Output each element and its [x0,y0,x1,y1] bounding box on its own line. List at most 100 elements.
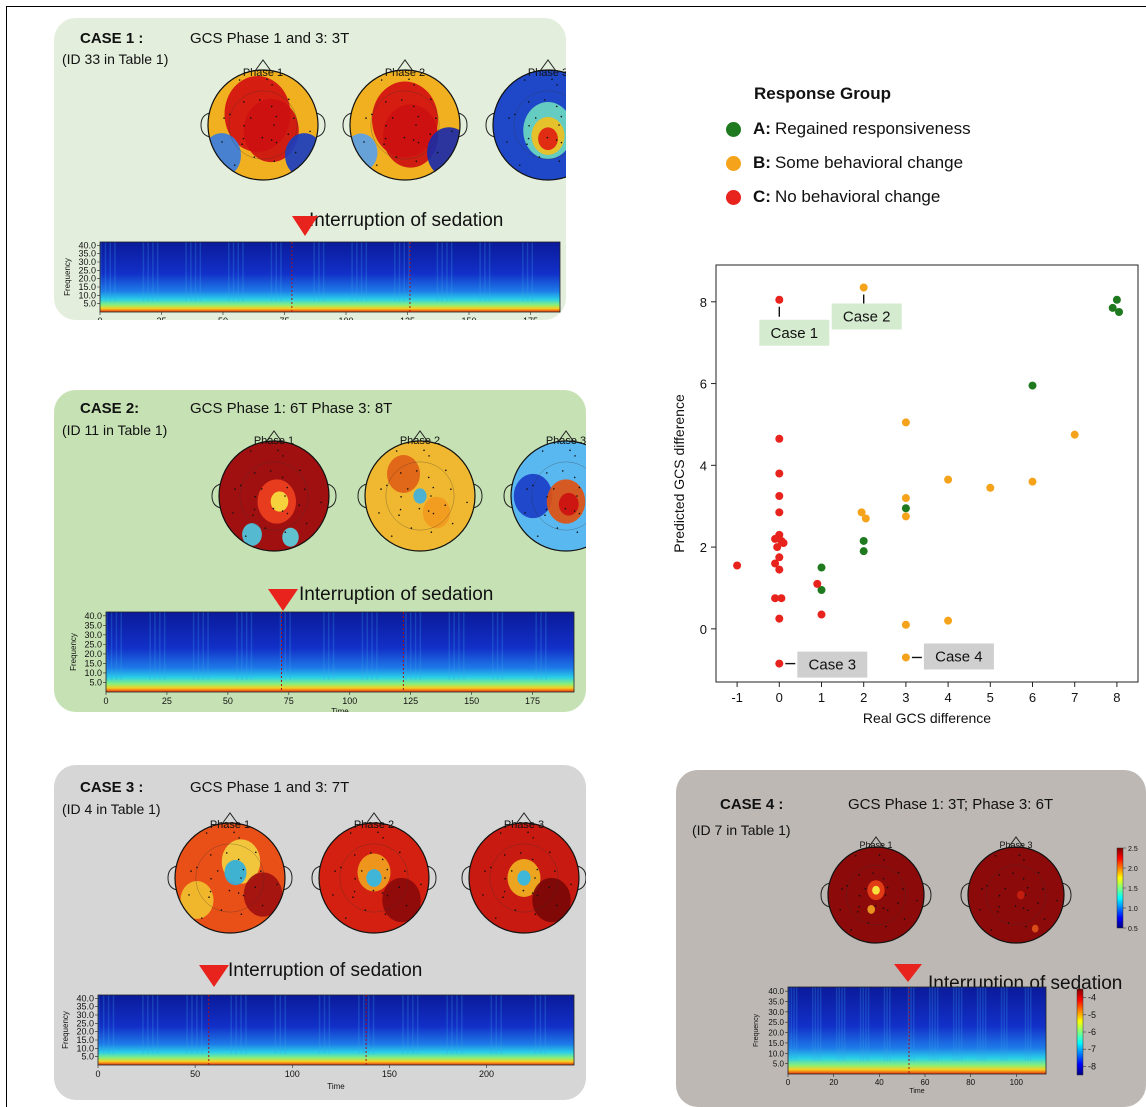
data-point-b [1070,430,1079,439]
spectrogram-streak [883,987,886,1061]
spectrogram-streak [159,612,161,680]
spectrogram-streak [98,995,100,1055]
colorbar-tick-label: -6 [1088,1027,1096,1037]
spectrogram-streak [539,995,542,1055]
sensor-dot [573,476,576,479]
sensor-dot [398,514,400,517]
interruption-marker-icon [894,964,922,982]
data-point-a [817,586,826,595]
x-tick-label: 40 [875,1078,884,1087]
topomap-contour [385,461,455,531]
sensor-dot [883,859,885,861]
sensor-dot [514,113,516,116]
spectrogram-streak [819,987,822,1061]
sensor-dot [526,143,528,146]
sensor-dot [223,117,225,119]
sensor-dot [543,99,546,101]
sensor-dot [549,851,551,854]
topomap-3 [485,59,566,181]
sensor-dot [188,894,190,896]
sensor-dot [371,113,373,116]
sensor-dot [275,115,278,118]
legend-item-a: A: Regained responsiveness [726,119,971,139]
spectrogram-streak [409,612,412,680]
sensor-dot [237,892,240,894]
spectrogram-streak [405,612,407,680]
sensor-dot [258,99,261,101]
sensor-dot [532,837,534,839]
x-tick-label: 100 [338,316,353,320]
spectrogram-streak [358,995,360,1055]
sensor-dot [273,124,275,126]
data-point-b [901,653,910,662]
topomap-field [968,847,1064,943]
spectrogram: 40.035.030.025.020.015.010.05.00 50 100 150… [61,965,575,1091]
annotation-label: Case 4 [935,648,983,665]
topomap-row: Phase 1 Phase 3 2.5 2.0 1.5 1.0 0.5 [820,836,1138,944]
y-tick-label: 8 [700,295,707,310]
sensor-dot [503,890,506,893]
spectrogram-streak [793,987,795,1061]
spectrogram-streak [361,612,364,680]
spectrogram-streak [1003,987,1005,1061]
x-tick-label: 7 [1071,690,1078,705]
sensor-dot [380,488,382,490]
sensor-dot [1042,888,1044,890]
spectrogram-streak [163,612,166,680]
topomap-ear [1061,882,1072,908]
sensor-dot [574,455,576,457]
sensor-dot [541,450,544,452]
sensor-dot [897,871,900,874]
topomap-outline [468,822,580,934]
spectrogram-streak [201,995,203,1055]
x-tick-label: 75 [284,696,294,706]
spectrogram-streak [414,612,417,680]
sensor-dot [384,877,386,879]
spectrogram-streak [1000,987,1003,1061]
sensor-dot [556,84,558,86]
topomap-blob [513,473,553,519]
sensor-dot [504,877,506,880]
topomap-contour [339,843,409,913]
spectrogram-frame [99,241,561,313]
sensor-dot [232,512,234,514]
data-point-c [771,594,780,603]
topomap-ear [485,112,496,138]
spectrogram-streak [451,995,453,1055]
sensor-dot [560,115,563,118]
sensor-dot [391,117,394,119]
spectrogram-streak [351,242,353,302]
sensor-dot [430,531,433,534]
sensor-dot [864,887,867,890]
sensor-dot [534,913,537,916]
spectrogram-streak [907,987,910,1061]
sensor-dot [1025,925,1027,928]
sensor-dot [415,160,418,163]
y-tick-label: 15.0 [84,658,102,668]
sensor-dot [878,854,881,856]
spectrogram-streak [501,612,504,680]
sensor-dot [523,79,526,81]
sensor-dot [253,156,256,158]
sensor-dot [450,488,452,491]
sensor-dot [846,884,848,887]
topomap-ear [472,483,483,509]
sensor-dot [375,164,378,166]
sensor-dot [298,504,301,507]
case-gcs: GCS Phase 1 and 3: 3T [190,30,350,47]
topomap-blob [558,492,579,516]
spectrogram-streak [1006,987,1008,1061]
topomap-blob [383,104,438,168]
topomap-nose [221,812,239,825]
data-point-c [771,534,780,543]
sensor-dot [293,117,295,120]
case-id-note: (ID 4 in Table 1) [62,801,161,817]
sensor-dot [398,886,401,889]
spectrogram-streak [958,987,960,1061]
spectrogram-streak [441,242,443,302]
spectrogram-streak [274,995,277,1055]
sensor-dot [241,143,243,146]
spectrogram-streak [242,242,244,302]
x-tick-label: 50 [218,316,228,320]
sensor-dot [886,909,889,912]
